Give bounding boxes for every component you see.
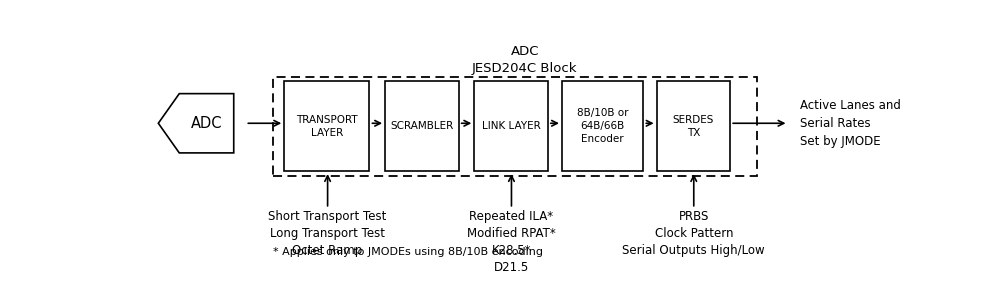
- Bar: [474, 81, 548, 171]
- Text: Long Transport Test: Long Transport Test: [270, 227, 385, 240]
- Text: * Applies only to JMODEs using 8B/10B encoding: * Applies only to JMODEs using 8B/10B en…: [272, 247, 543, 257]
- Text: 8B/10B or
64B/66B
Encoder: 8B/10B or 64B/66B Encoder: [577, 108, 629, 144]
- Text: Short Transport Test: Short Transport Test: [268, 210, 386, 223]
- Text: Active Lanes and
Serial Rates
Set by JMODE: Active Lanes and Serial Rates Set by JMO…: [800, 99, 901, 148]
- Text: Clock Pattern: Clock Pattern: [655, 227, 733, 240]
- Text: TRANSPORT
LAYER: TRANSPORT LAYER: [296, 115, 357, 138]
- Bar: [385, 81, 458, 171]
- Text: Serial Outputs High/Low: Serial Outputs High/Low: [623, 244, 765, 257]
- Text: D21.5: D21.5: [493, 261, 530, 274]
- Text: Repeated ILA*: Repeated ILA*: [469, 210, 554, 223]
- Text: SERDES
TX: SERDES TX: [673, 115, 714, 138]
- Bar: [657, 81, 731, 171]
- Text: K28.5*: K28.5*: [491, 244, 532, 257]
- Text: Modified RPAT*: Modified RPAT*: [467, 227, 556, 240]
- Bar: [284, 81, 369, 171]
- Text: PRBS: PRBS: [679, 210, 709, 223]
- Text: LINK LAYER: LINK LAYER: [481, 121, 541, 131]
- Text: SCRAMBLER: SCRAMBLER: [390, 121, 453, 131]
- Bar: [562, 81, 644, 171]
- Text: ADC: ADC: [191, 116, 222, 131]
- Text: Octet Ramp: Octet Ramp: [292, 244, 362, 257]
- Text: ADC
JESD204C Block: ADC JESD204C Block: [471, 45, 578, 75]
- Bar: [272, 77, 758, 176]
